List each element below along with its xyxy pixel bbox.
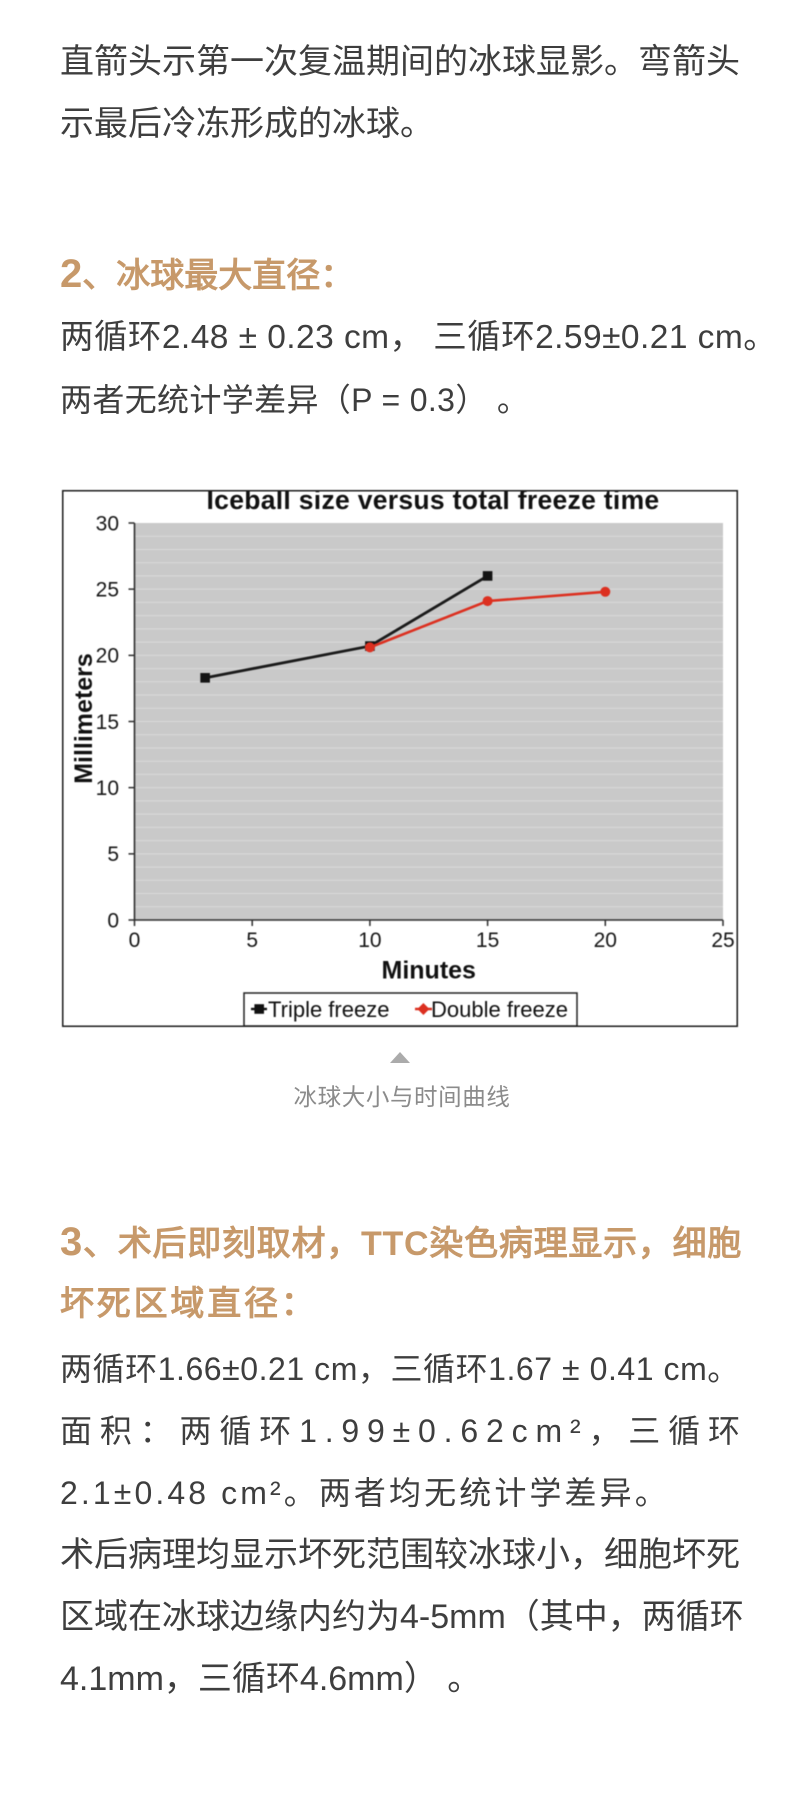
svg-text:25: 25 — [711, 929, 734, 952]
svg-text:0: 0 — [107, 909, 119, 932]
svg-text:5: 5 — [246, 929, 258, 952]
svg-text:15: 15 — [476, 929, 499, 952]
svg-text:15: 15 — [96, 711, 119, 734]
svg-text:10: 10 — [358, 929, 381, 952]
svg-text:20: 20 — [594, 929, 617, 952]
svg-text:20: 20 — [96, 645, 119, 668]
svg-text:10: 10 — [96, 777, 119, 800]
svg-text:5: 5 — [107, 843, 119, 866]
svg-text:Minutes: Minutes — [382, 957, 476, 985]
svg-text:Triple freeze: Triple freeze — [268, 997, 389, 1022]
svg-text:Double freeze: Double freeze — [431, 997, 568, 1022]
svg-text:30: 30 — [96, 512, 119, 535]
svg-text:Millimeters: Millimeters — [70, 653, 98, 784]
svg-text:25: 25 — [96, 579, 119, 602]
svg-text:Iceball size versus total free: Iceball size versus total freeze time — [207, 490, 660, 515]
svg-text:0: 0 — [129, 929, 141, 952]
